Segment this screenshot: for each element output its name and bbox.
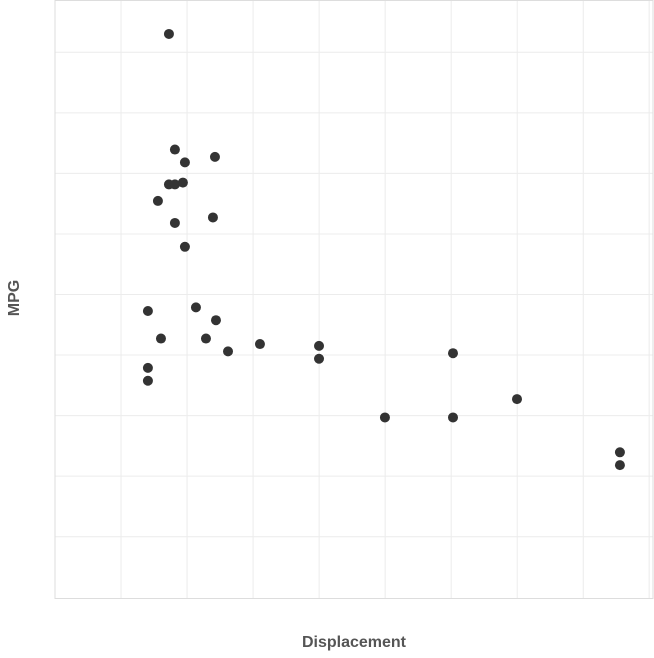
point	[190, 302, 201, 313]
point	[314, 353, 325, 364]
point	[379, 412, 390, 423]
point	[614, 460, 625, 471]
x-axis-title: Displacement	[302, 634, 407, 651]
point	[614, 447, 625, 458]
y-axis-title: MPG	[6, 280, 23, 316]
point	[447, 348, 458, 359]
point	[155, 333, 166, 344]
point	[254, 339, 265, 350]
point	[169, 217, 180, 228]
point	[142, 362, 153, 373]
point	[142, 375, 153, 386]
point	[169, 179, 180, 190]
point	[152, 195, 163, 206]
point	[163, 28, 174, 39]
point	[207, 212, 218, 223]
plot-frame	[54, 0, 654, 599]
point	[200, 333, 211, 344]
point	[209, 151, 220, 162]
point	[314, 340, 325, 351]
point	[511, 394, 522, 405]
point	[177, 177, 188, 188]
point	[447, 412, 458, 423]
point	[169, 144, 180, 155]
point	[210, 315, 221, 326]
point	[223, 346, 234, 357]
point	[142, 306, 153, 317]
point	[179, 157, 190, 168]
point	[179, 241, 190, 252]
